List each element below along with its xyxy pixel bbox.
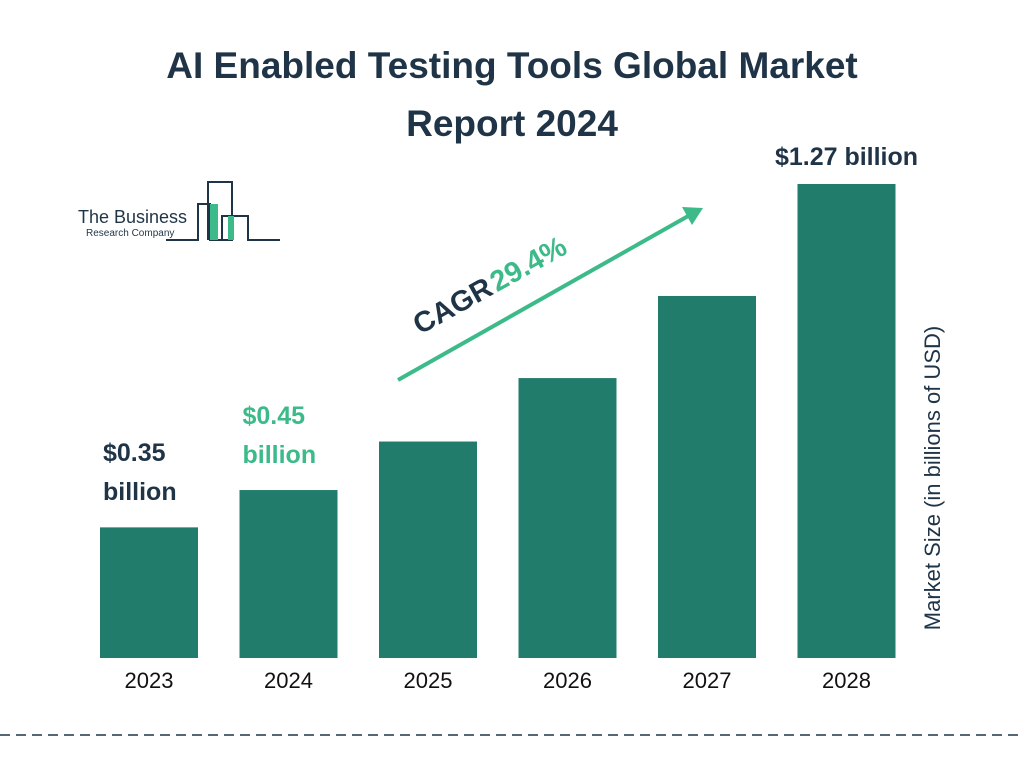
bar bbox=[518, 378, 617, 658]
logo: The Business Research Company bbox=[78, 181, 280, 241]
value-label: $0.35 billion bbox=[103, 439, 177, 507]
x-tick-label: 2027 bbox=[683, 668, 732, 693]
chart-title: AI Enabled Testing Tools Global Market bbox=[166, 45, 857, 86]
bar bbox=[658, 295, 756, 658]
x-tick-label: 2025 bbox=[404, 668, 453, 693]
bar bbox=[239, 490, 338, 658]
bar bbox=[379, 441, 477, 658]
cagr-annotation: CAGR 29.4% bbox=[397, 207, 703, 382]
x-tick-label: 2026 bbox=[543, 668, 592, 693]
value-label: $1.27 billion bbox=[774, 143, 919, 171]
x-tick-label: 2024 bbox=[264, 668, 313, 693]
value-label: $0.45 billion bbox=[242, 402, 317, 470]
x-tick-label: 2028 bbox=[822, 668, 871, 693]
x-tick-label: 2023 bbox=[125, 668, 174, 693]
y-axis-label: Market Size (in billions of USD) bbox=[920, 326, 945, 630]
logo-subtext: Research Company bbox=[86, 228, 174, 239]
chart-title: Report 2024 bbox=[406, 103, 618, 144]
bar bbox=[797, 184, 896, 658]
logo-text: The Business bbox=[78, 207, 187, 227]
bar bbox=[100, 527, 198, 658]
